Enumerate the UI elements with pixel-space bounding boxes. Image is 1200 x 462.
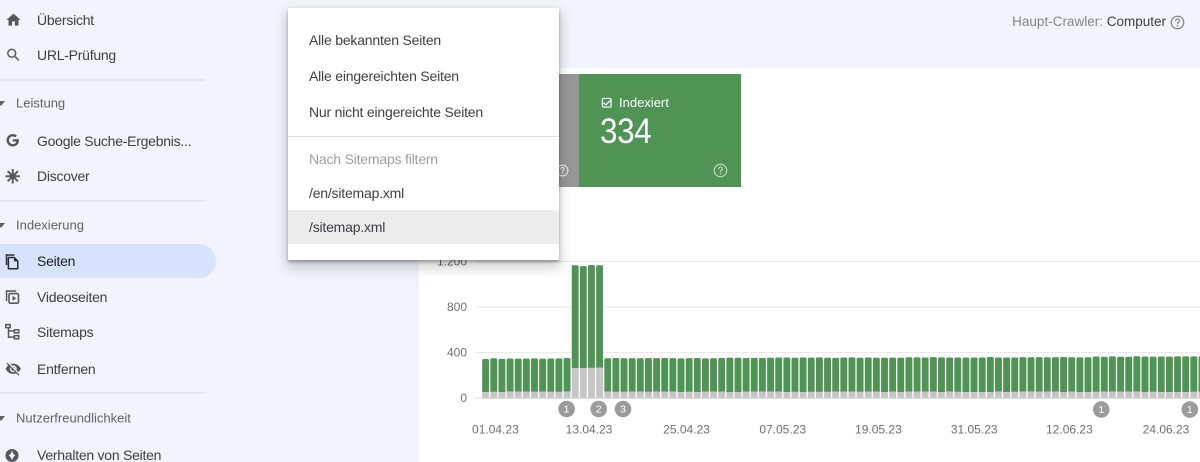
svg-text:24.06.23: 24.06.23 (1143, 422, 1190, 436)
svg-text:19.05.23: 19.05.23 (855, 422, 902, 436)
svg-text:1: 1 (564, 404, 570, 416)
svg-text:12.06.23: 12.06.23 (1046, 422, 1093, 436)
svg-text:3: 3 (620, 404, 626, 416)
svg-text:31.05.23: 31.05.23 (951, 422, 998, 436)
svg-text:400: 400 (447, 346, 467, 360)
svg-text:07.05.23: 07.05.23 (759, 422, 806, 436)
svg-text:0: 0 (460, 391, 467, 405)
svg-text:01.04.23: 01.04.23 (472, 422, 519, 436)
svg-text:13.04.23: 13.04.23 (566, 422, 613, 436)
svg-text:1: 1 (1098, 404, 1104, 416)
svg-text:25.04.23: 25.04.23 (663, 422, 710, 436)
svg-text:800: 800 (447, 300, 467, 314)
svg-text:2: 2 (596, 404, 602, 416)
svg-text:1: 1 (1187, 404, 1193, 416)
